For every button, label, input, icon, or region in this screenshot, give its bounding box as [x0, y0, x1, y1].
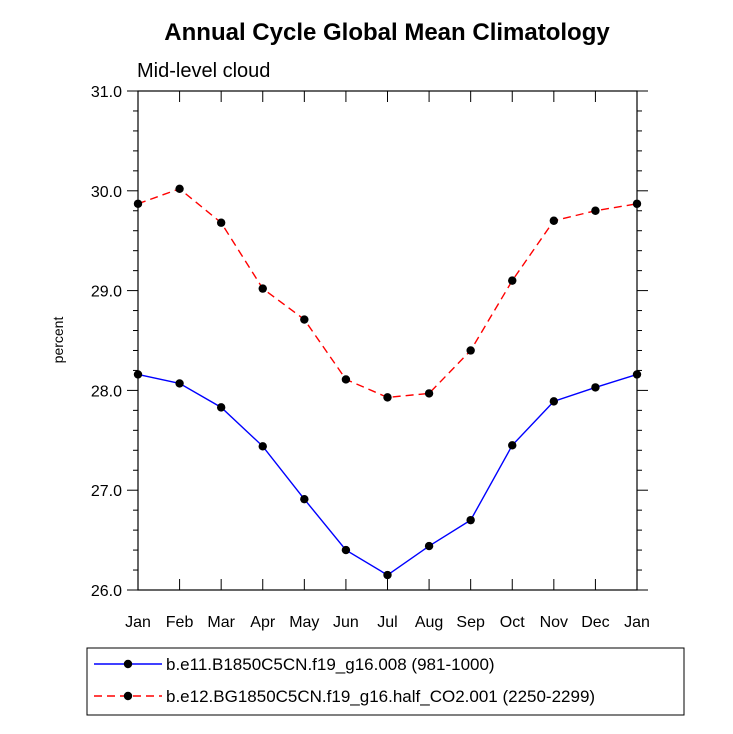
x-tick-label: May — [289, 614, 319, 631]
y-tick-label: 29.0 — [91, 284, 122, 301]
chart-title: Annual Cycle Global Mean Climatology — [164, 19, 610, 46]
x-tick-label: Jun — [333, 614, 359, 631]
x-tick-label: Aug — [415, 614, 443, 631]
legend-label-2: b.e12.BG1850C5CN.f19_g16.half_CO2.001 (2… — [166, 687, 595, 706]
series-2-point — [300, 315, 309, 324]
series-layer — [133, 184, 642, 580]
legend: b.e11.B1850C5CN.f19_g16.008 (981-1000) b.… — [86, 647, 685, 716]
series-2-point — [341, 375, 351, 384]
series-1-point — [632, 370, 642, 379]
legend-marker-1 — [123, 659, 133, 669]
series-2-point — [508, 276, 517, 285]
series-1-point — [424, 541, 434, 551]
legend-label-1: b.e11.B1850C5CN.f19_g16.008 (981-1000) — [166, 655, 495, 674]
series-1-point — [508, 441, 517, 450]
series-2-point — [632, 199, 642, 208]
series-1-point — [549, 397, 559, 406]
series-1-point — [175, 379, 184, 388]
series-1-point — [300, 494, 309, 504]
x-tick-label: Nov — [540, 614, 568, 631]
legend-box — [86, 647, 685, 716]
x-tick-label: Jan — [125, 614, 151, 631]
y-tick-label: 30.0 — [91, 184, 122, 201]
series-2-point — [175, 184, 184, 194]
chart-subtitle: Mid-level cloud — [137, 60, 270, 82]
series-2-point — [424, 389, 434, 398]
series-line-2 — [137, 188, 638, 399]
legend-marker-2 — [123, 691, 133, 701]
series-1-point — [258, 442, 267, 451]
series-1-point — [591, 383, 600, 392]
series-2-point — [591, 206, 600, 215]
series-2-point — [383, 393, 392, 402]
series-2-point — [258, 284, 267, 293]
x-tick-label: Apr — [250, 614, 276, 631]
x-tick-label: Oct — [500, 614, 525, 631]
x-tick-labels: Jan Feb Mar Apr May Jun Jul Aug Sep Oct Nov Dec Jan — [125, 614, 650, 631]
axis-ticks — [127, 90, 648, 591]
x-tick-label: Dec — [581, 614, 609, 631]
series-1-point — [216, 403, 226, 412]
y-tick-label: 26.0 — [91, 583, 122, 600]
series-1-point — [383, 570, 392, 580]
series-1-point — [133, 370, 143, 379]
series-line-1 — [137, 373, 638, 576]
x-tick-label: Mar — [207, 614, 235, 631]
series-1-point — [341, 545, 351, 555]
x-tick-label: Jul — [377, 614, 397, 631]
series-2-point — [133, 199, 143, 208]
x-tick-label: Feb — [166, 614, 194, 631]
y-axis-label: percent — [50, 317, 66, 364]
y-tick-label: 27.0 — [91, 483, 122, 500]
series-1-point — [466, 515, 475, 525]
x-tick-label: Sep — [456, 614, 485, 631]
series-2-point — [216, 218, 226, 227]
x-tick-label: Jan — [624, 614, 650, 631]
plot-frame — [137, 90, 638, 591]
y-tick-label: 31.0 — [91, 84, 122, 101]
y-tick-labels: 26.0 27.0 28.0 29.0 30.0 31.0 — [91, 84, 122, 600]
series-2-point — [549, 216, 559, 225]
y-tick-label: 28.0 — [91, 383, 122, 400]
series-2-point — [466, 346, 475, 355]
